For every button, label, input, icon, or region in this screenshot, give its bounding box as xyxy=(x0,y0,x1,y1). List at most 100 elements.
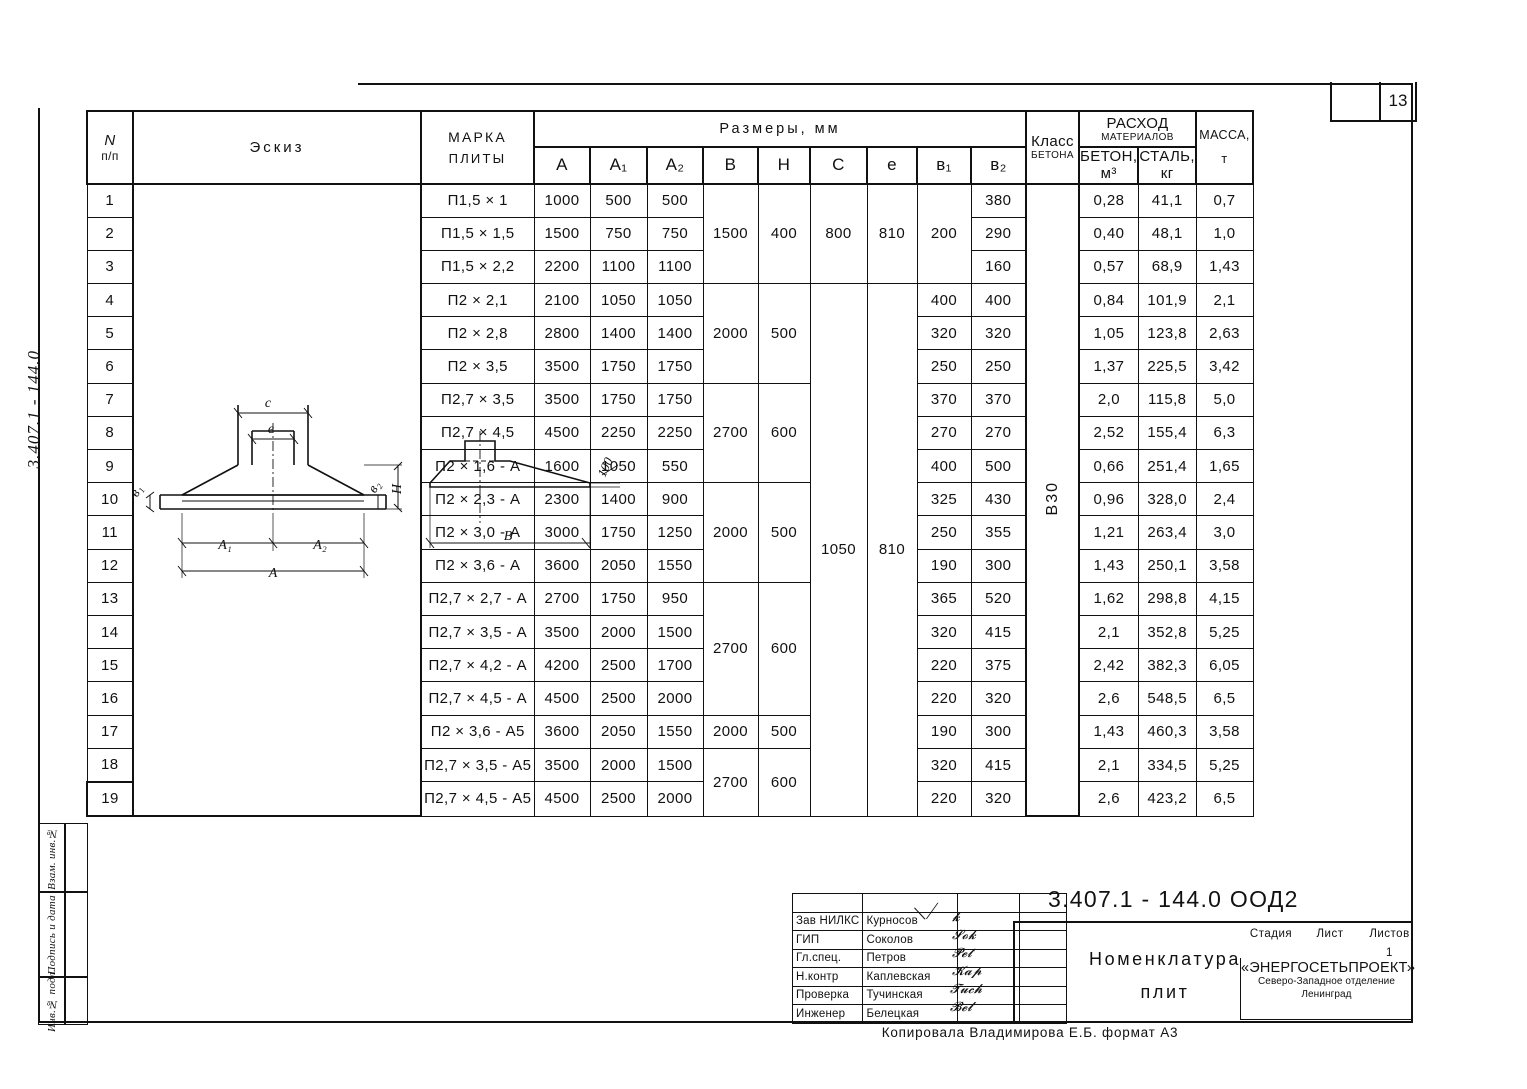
cell-b2: 355 xyxy=(970,515,1027,550)
cell-b2: 400 xyxy=(970,283,1027,318)
cell-A1: 2500 xyxy=(589,781,648,817)
cell-mass: 5,25 xyxy=(1195,747,1254,783)
table-row: 5 П2 × 2,8 2800 1400 1400 320 320 1,05 1… xyxy=(86,316,1254,351)
signature-row: Н.контр Каплевская xyxy=(791,967,1068,987)
cell-A1: 1050 xyxy=(589,283,648,318)
cell-b1: 220 xyxy=(916,681,972,716)
sig-role: Проверка xyxy=(791,985,864,1005)
signature-row: Инженер Белецкая xyxy=(791,1004,1068,1024)
signature-mark-2: 𝓴 xyxy=(952,909,960,924)
cell-concrete: 2,42 xyxy=(1078,648,1139,683)
table-row: 1 П1,5 × 1 1000 500 500 1500 400 800 810… xyxy=(86,182,1254,818)
sig-role: Инженер xyxy=(791,1004,864,1024)
header-steel-line1: СТАЛЬ, xyxy=(1139,148,1195,165)
cell-A: 3000 xyxy=(533,515,591,550)
table-row: 18 П2,7 × 3,5 - А5 3500 2000 1500 2700 6… xyxy=(86,747,1254,817)
cell-A2: 1750 xyxy=(646,382,704,417)
cell-np: 6 xyxy=(86,349,134,384)
cell-np: 2 xyxy=(86,216,134,251)
cell-concrete: 0,84 xyxy=(1078,283,1139,318)
cell-A2: 550 xyxy=(646,448,704,484)
stage-header-stage: Стадия xyxy=(1249,928,1293,940)
margin-label-vzam: Взам. инв.№ xyxy=(46,826,58,890)
cell-A: 3600 xyxy=(533,548,591,583)
cell-concrete: 0,40 xyxy=(1078,216,1139,251)
cell-mass: 3,42 xyxy=(1195,349,1254,384)
dimension-lines-front xyxy=(145,407,403,578)
cell-A: 1500 xyxy=(533,216,591,251)
side-outline-bottom xyxy=(429,483,591,488)
signature-mark-6: 𝓣𝓾𝓬𝓱 xyxy=(950,981,983,996)
sig-blank-c xyxy=(957,893,1021,913)
table-row: 10 П2 × 2,3 - А 2300 1400 900 2000 500 3… xyxy=(86,482,1254,583)
sheet-title-line2: плит xyxy=(1140,982,1190,1003)
header-np: N п/п xyxy=(86,110,134,185)
cell-A2: 2000 xyxy=(646,781,704,817)
dim-H-ext xyxy=(364,464,402,510)
cell-A2: 1250 xyxy=(646,515,704,550)
cell-b2: 500 xyxy=(970,448,1027,484)
cell-mark: П1,5 × 2,2 xyxy=(420,249,535,285)
header-sketch: Эскиз xyxy=(132,110,422,185)
cell-b1: 400 xyxy=(916,448,972,484)
cell-b2: 320 xyxy=(970,681,1027,716)
cell-H: 400 xyxy=(757,182,811,285)
cell-concrete: 1,43 xyxy=(1078,714,1139,749)
cell-B: 2700 xyxy=(702,382,759,484)
cell-B: 2700 xyxy=(702,581,759,716)
cell-B: 2000 xyxy=(702,283,759,384)
cell-A1: 750 xyxy=(589,216,648,251)
cell-B: 2000 xyxy=(702,714,759,749)
cell-mark: П2,7 × 3,5 xyxy=(420,382,535,417)
dim-extension-lines xyxy=(181,513,365,578)
concrete-class-value: В30 xyxy=(1043,480,1061,516)
label-A2: A₂ xyxy=(312,538,327,553)
cell-b1: 200 xyxy=(916,182,972,285)
frame-bottom-line xyxy=(38,1021,1413,1023)
cell-mark: П1,5 × 1 xyxy=(420,183,535,218)
dim-e-arrows xyxy=(247,433,299,445)
header-mark: МАРКА ПЛИТЫ xyxy=(420,110,535,185)
margin-cell-podpis: Подпись и дата xyxy=(38,891,66,978)
cell-A: 4200 xyxy=(533,648,591,683)
cell-A: 1000 xyxy=(533,183,591,218)
organization-block: «ЭНЕРГОСЕТЬПРОЕКТ» Северо-Западное отдел… xyxy=(1240,958,1415,1020)
margin-cell-inv: Инв.№ подл. xyxy=(38,969,66,1032)
cell-b1: 250 xyxy=(916,349,972,384)
header-materials-group: РАСХОД МАТЕРИАЛОВ xyxy=(1078,110,1197,148)
cell-A: 2300 xyxy=(533,482,591,517)
drawing-code: 3.407.1 - 144.0 ООД2 xyxy=(1048,886,1299,912)
margin-blank-2 xyxy=(64,891,88,978)
cell-concrete: 2,1 xyxy=(1078,614,1139,650)
cell-mark: П2,7 × 3,5 - А5 xyxy=(420,747,535,783)
cell-np: 3 xyxy=(86,249,134,285)
stage-header-row: Стадия Лист Листов xyxy=(1242,927,1419,941)
dim-H-arrows xyxy=(393,461,403,513)
cell-mark: П2 × 3,6 - А5 xyxy=(420,714,535,749)
page-number-blank-box xyxy=(1330,82,1381,122)
cell-A: 4500 xyxy=(533,781,591,817)
cell-b1: 320 xyxy=(916,316,972,351)
side-outline-top xyxy=(429,440,591,484)
header-materials-line2: МАТЕРИАЛОВ xyxy=(1101,131,1174,143)
footer-note: Копировала Владимирова Е.Б. формат А3 xyxy=(881,1025,1179,1040)
dim-B-ext xyxy=(429,487,591,548)
cell-b1: 270 xyxy=(916,415,972,451)
cell-b2: 320 xyxy=(970,316,1027,351)
cell-np: 16 xyxy=(86,681,134,716)
org-city: Ленинград xyxy=(1301,988,1352,1000)
cell-b2: 415 xyxy=(970,747,1027,783)
label-B: В xyxy=(504,529,513,544)
cell-A2: 500 xyxy=(646,183,704,218)
table-row: 7 П2,7 × 3,5 3500 1750 1750 2700 600 370… xyxy=(86,382,1254,484)
cell-steel: 423,2 xyxy=(1137,781,1197,817)
cell-steel: 123,8 xyxy=(1137,316,1197,351)
sheet-title: Номенклатура плит xyxy=(1040,943,1290,1010)
cell-A2: 1500 xyxy=(646,614,704,650)
cell-mark: П2 × 2,1 xyxy=(420,283,535,318)
cell-A2: 2000 xyxy=(646,681,704,716)
cell-A2: 950 xyxy=(646,581,704,616)
label-b2: в₂ xyxy=(366,479,385,496)
header-dim-b1: в₁ xyxy=(916,146,972,185)
cell-concrete: 0,57 xyxy=(1078,249,1139,285)
